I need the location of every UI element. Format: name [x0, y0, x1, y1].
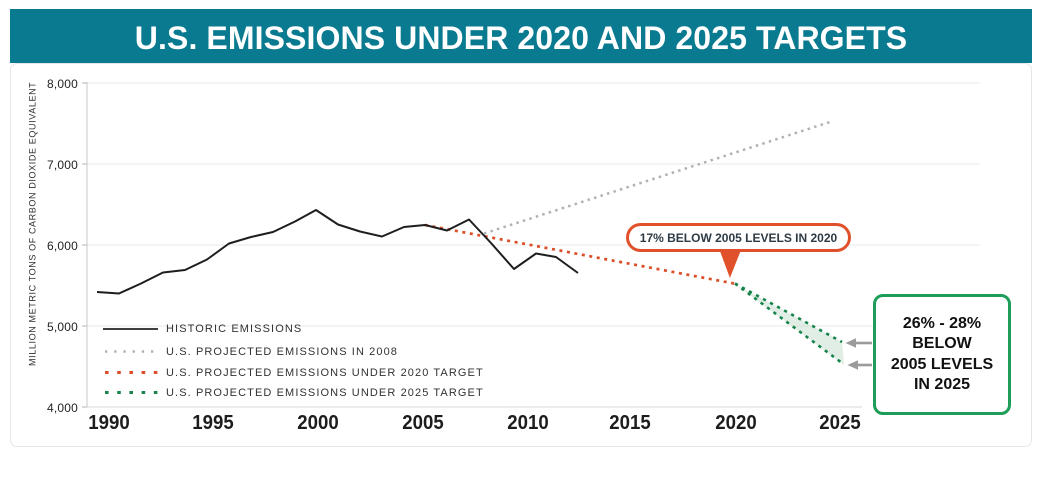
svg-text:MILLION METRIC TONS OF CARBON: MILLION METRIC TONS OF CARBON DIOXIDE EQ… [28, 82, 38, 366]
